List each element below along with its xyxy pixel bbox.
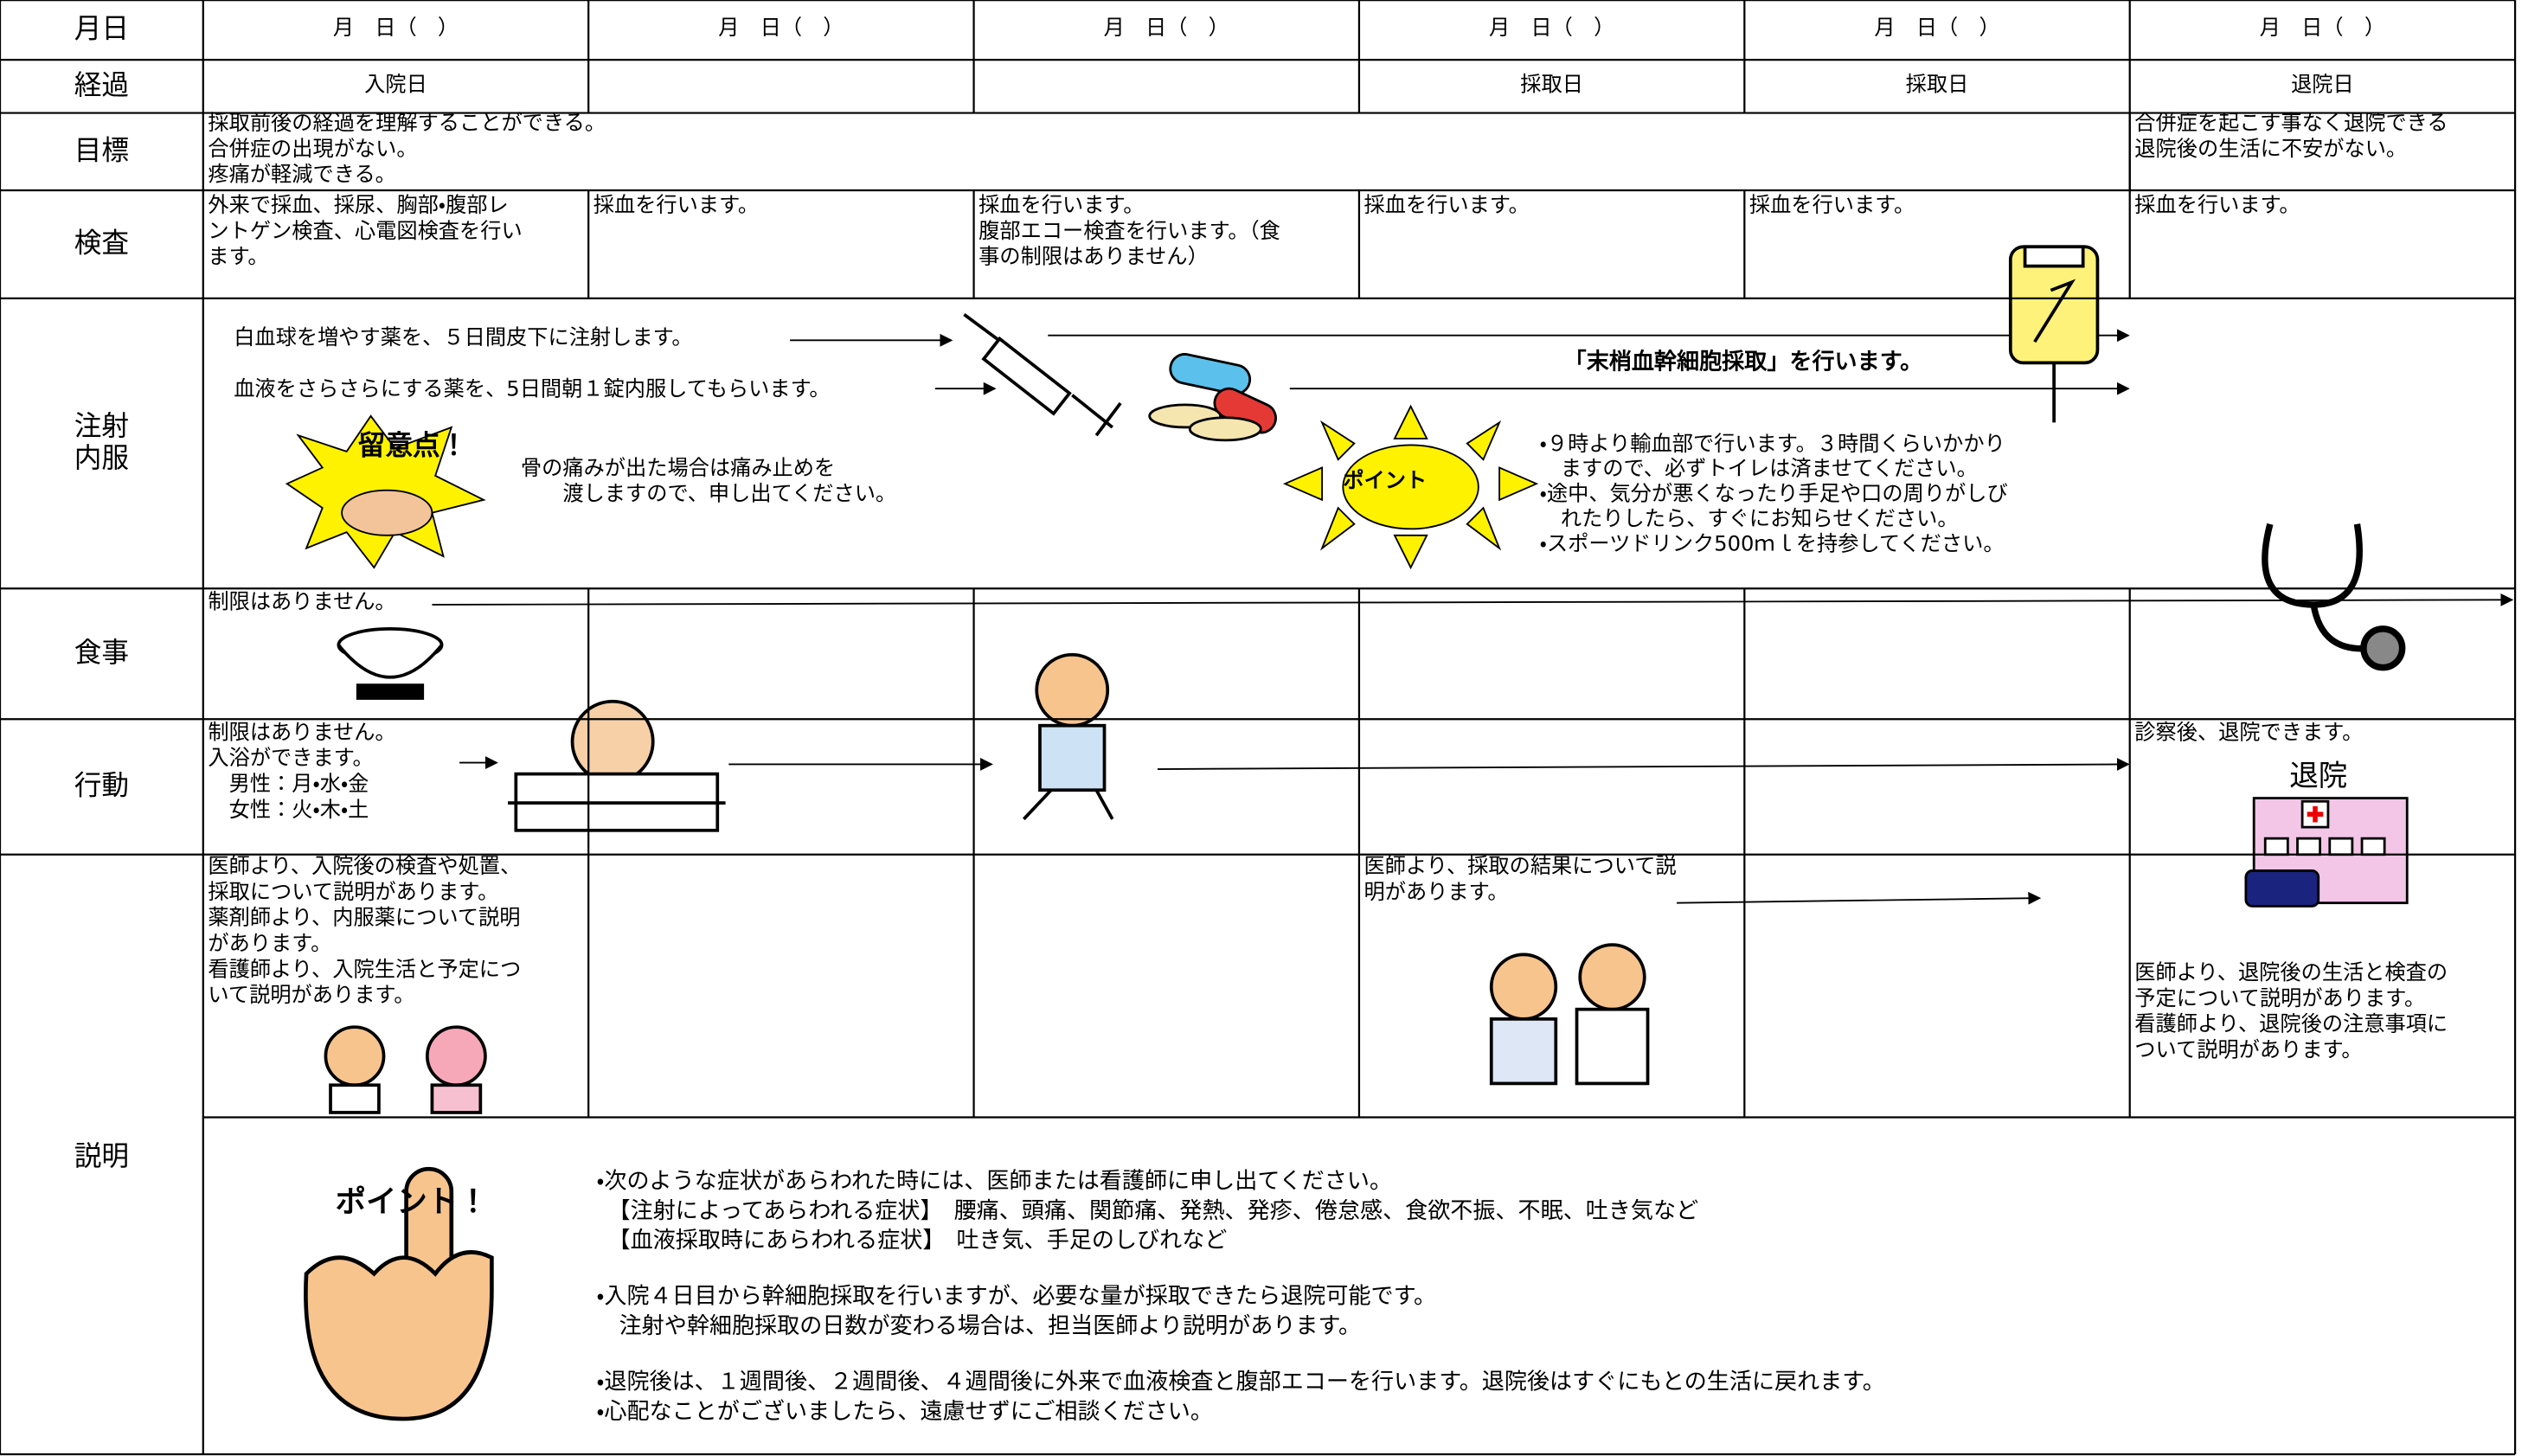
hospital-icon bbox=[2244, 797, 2409, 908]
pointing-hand-icon bbox=[304, 1166, 494, 1421]
caution-note: 骨の痛みが出た場合は痛み止めを bbox=[521, 456, 835, 480]
date-cell: 月 日（ ） bbox=[2260, 16, 2385, 40]
illustrations bbox=[285, 245, 2514, 1421]
doctor-patient-icon bbox=[1489, 943, 1650, 1086]
staff-icon bbox=[324, 1025, 487, 1114]
progress-cell: 入院日 bbox=[364, 72, 427, 96]
goal-text: 合併症の出現がない。 bbox=[208, 137, 417, 161]
explanation-note: ・次のような症状があらわれた時には、医師または看護師に申し出てください。 bbox=[597, 1168, 1393, 1194]
patient-icon bbox=[1022, 652, 1114, 821]
point-label: ポイント bbox=[1343, 469, 1427, 493]
caution-note: 渡しますので、申し出てください。 bbox=[521, 482, 896, 506]
procedure-text: 「末梢血幹細胞採取」を行います。 bbox=[1564, 349, 1923, 375]
explanation-text: 医師より、採取の結果について説 bbox=[1364, 854, 1677, 878]
goal-text: 合併症を起こす事なく退院できる bbox=[2134, 111, 2448, 135]
exam-text: 採血を行います。 bbox=[2134, 193, 2300, 217]
progress-cell: 退院日 bbox=[2291, 72, 2354, 96]
caution-label: 留意点！ bbox=[358, 431, 468, 462]
activity-text: 入浴ができます。 bbox=[208, 746, 373, 770]
date-cell: 月 日（ ） bbox=[333, 16, 459, 40]
exam-text: ントゲン検査、心電図検査を行い bbox=[208, 219, 522, 243]
arrow bbox=[1677, 891, 2042, 905]
goal-text: 疼痛が軽減できる。 bbox=[208, 163, 396, 187]
row-label: 説明 bbox=[74, 1141, 129, 1172]
row-label: 注射 bbox=[74, 411, 129, 442]
injection-text: 白血球を増やす薬を、５日間皮下に注射します。 bbox=[234, 325, 692, 350]
pills-icon bbox=[1148, 353, 1277, 442]
row-label: 目標 bbox=[74, 135, 129, 166]
injection-note: ・途中、気分が悪くなったり手足や口の周りがしび bbox=[1540, 482, 2008, 506]
explanation-text: 看護師より、退院後の注意事項に bbox=[2134, 1012, 2448, 1036]
bath-icon bbox=[508, 699, 726, 832]
exam-text: 腹部エコー検査を行います。（食 bbox=[978, 219, 1280, 243]
injection-note: ・スポーツドリンク500ｍｌを持参してください。 bbox=[1540, 531, 2005, 555]
row-label: 内服 bbox=[74, 443, 129, 474]
activity-text: 診察後、退院できます。 bbox=[2134, 720, 2363, 744]
exam-text: 採血を行います。 bbox=[1364, 193, 1530, 217]
date-cell: 月 日（ ） bbox=[1874, 16, 1999, 40]
row-label: 行動 bbox=[74, 771, 129, 802]
syringe-icon bbox=[963, 313, 1122, 437]
explanation-text: 看護師より、入院生活と予定につ bbox=[208, 957, 521, 981]
arrow bbox=[432, 593, 2514, 606]
injection-text: 血液をさらさらにする薬を、5日間朝１錠内服してもらいます。 bbox=[234, 377, 830, 401]
exam-text: ます。 bbox=[208, 245, 268, 269]
activity-text: 女性：火・木・土 bbox=[208, 798, 369, 822]
explanation-note: 【注射によってあらわれる症状】 腰痛、頭痛、関節痛、発熱、発疹、倦怠感、食欲不振… bbox=[597, 1198, 1699, 1224]
explanation-text: 医師より、退院後の生活と検査の bbox=[2134, 960, 2448, 985]
goal-text: 採取前後の経過を理解することができる。 bbox=[208, 111, 606, 135]
explanation-note: 【血液採取時にあらわれる症状】 吐き気、手足のしびれなど bbox=[597, 1228, 1228, 1254]
explanation-text: ついて説明があります。 bbox=[2134, 1038, 2362, 1062]
meal-text: 制限はありません。 bbox=[208, 589, 395, 613]
goal-text: 退院後の生活に不安がない。 bbox=[2134, 137, 2407, 161]
exam-text: 採血を行います。 bbox=[1749, 193, 1915, 217]
sun-icon bbox=[1282, 404, 1539, 570]
explanation-note: ・心配なことがございましたら、遠慮せずにご相談ください。 bbox=[597, 1399, 1213, 1425]
explanation-text: 明があります。 bbox=[1364, 880, 1509, 904]
explanation-text: 採取について説明があります。 bbox=[208, 880, 498, 904]
stethoscope-icon bbox=[2262, 523, 2406, 671]
row-label: 検査 bbox=[74, 228, 129, 259]
explanation-note: ・入院４日目から幹細胞採取を行いますが、必要な量が採取できたら退院可能です。 bbox=[597, 1284, 1437, 1310]
explanation-text: 医師より、入院後の検査や処置、 bbox=[208, 854, 521, 878]
date-cell: 月 日（ ） bbox=[1489, 16, 1614, 40]
hospital-sign: 退院 bbox=[2289, 759, 2347, 792]
date-cell: 月 日（ ） bbox=[718, 16, 844, 40]
date-cell: 月 日（ ） bbox=[1104, 16, 1229, 40]
explanation-note: ・退院後は、１週間後、２週間後、４週間後に外来で血液検査と腹部エコーを行います。… bbox=[597, 1369, 1885, 1395]
rice-bowl-icon bbox=[337, 627, 444, 700]
activity-text: 制限はありません。 bbox=[208, 720, 395, 744]
exam-text: 採血を行います。 bbox=[594, 193, 759, 217]
iv-bag-icon bbox=[2008, 245, 2100, 423]
hand-icon bbox=[341, 489, 433, 536]
explanation-note: 注射や幹細胞採取の日数が変わる場合は、担当医師より説明があります。 bbox=[597, 1313, 1362, 1339]
explanation-text: があります。 bbox=[208, 932, 331, 956]
row-label: 経過 bbox=[74, 70, 129, 101]
progress-cell: 採取日 bbox=[1906, 72, 1969, 96]
exam-text: 採血を行います。 bbox=[978, 193, 1144, 217]
exam-text: 事の制限はありません） bbox=[978, 245, 1209, 269]
injection-note: れたりしたら、すぐにお知らせください。 bbox=[1540, 507, 1959, 531]
explanation-text: いて説明があります。 bbox=[208, 983, 414, 1007]
injection-note: ・９時より輸血部で行います。３時間くらいかかり bbox=[1540, 432, 2005, 456]
exam-text: 外来で採血、採尿、胸部・腹部レ bbox=[208, 193, 508, 217]
point-label: ポイント！ bbox=[336, 1184, 489, 1220]
row-label: 食事 bbox=[74, 638, 129, 669]
arrow bbox=[1158, 758, 2130, 771]
row-label: 月日 bbox=[74, 14, 129, 45]
explanation-text: 予定について説明があります。 bbox=[2134, 986, 2425, 1010]
injection-note: ますので、必ずトイレは済ませてください。 bbox=[1540, 457, 1978, 481]
progress-cell: 採取日 bbox=[1520, 72, 1583, 96]
activity-text: 男性：月・水・金 bbox=[208, 772, 369, 796]
explanation-text: 薬剤師より、内服薬について説明 bbox=[208, 906, 520, 930]
